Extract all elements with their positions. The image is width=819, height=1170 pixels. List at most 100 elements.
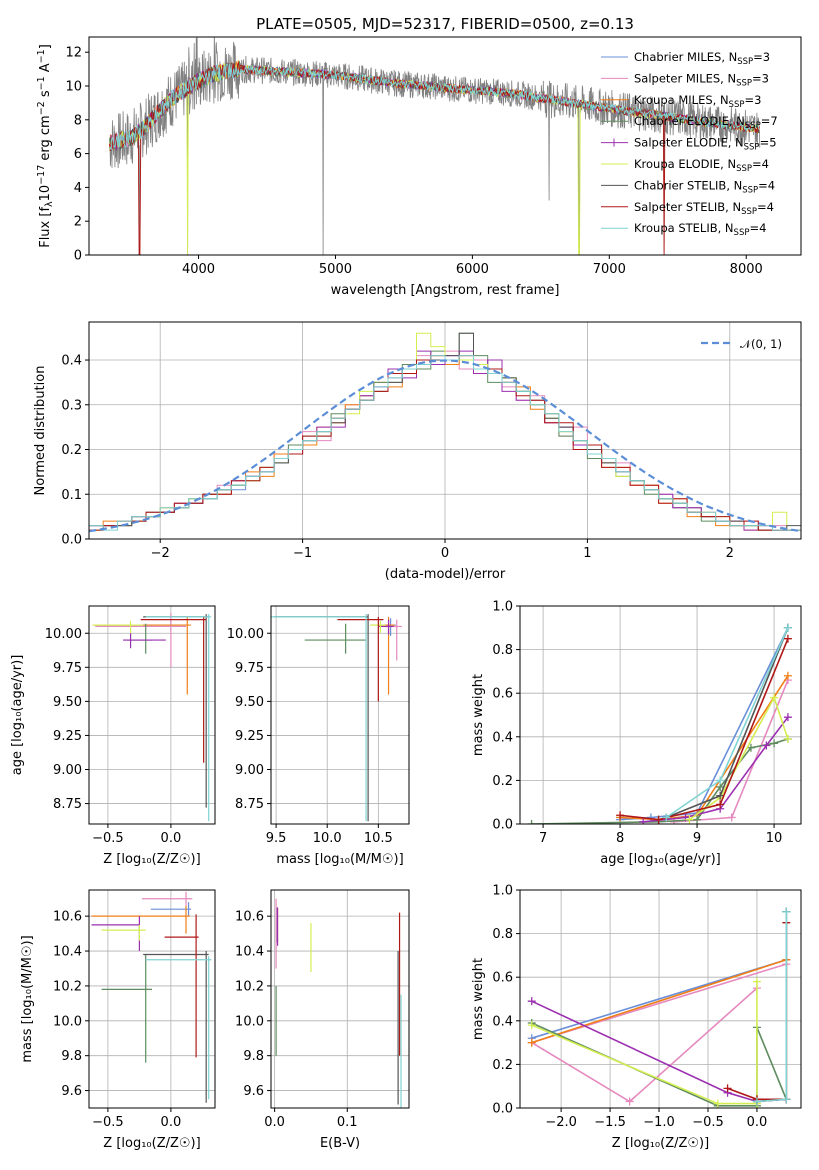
x-tick-label: 7	[539, 831, 547, 846]
x-tick-label: −0.5	[92, 1115, 124, 1130]
weight-line-5	[531, 981, 758, 1105]
panel-spectrum: 4000 5000 6000 7000 8000 0 2 4 6 8 10 12 wavelength …	[36, 36, 802, 298]
plot-area-age-vs-Z	[92, 612, 212, 822]
plot-area-residual-histogram	[89, 332, 801, 539]
y-tick-label: 0.2	[492, 774, 513, 789]
x-tick-label: 0.0	[264, 1115, 285, 1130]
y-tick-label: 0.6	[492, 687, 513, 702]
frame-mass-vs-Z	[88, 889, 216, 1109]
y-axis-label: mass weight	[471, 958, 486, 1040]
weight-point-3-2	[693, 815, 702, 824]
x-tick-label: −2	[151, 546, 170, 561]
histogram-step-8	[89, 355, 801, 539]
legend-sub: SSP	[736, 78, 752, 88]
weight-point-6-1	[716, 791, 725, 800]
legend-sub: SSP	[737, 57, 753, 67]
x-tick-label: −2.0	[545, 1115, 577, 1130]
legend-value: =4	[749, 221, 766, 235]
x-tick-label: 0	[441, 546, 449, 561]
y-tick-label: 0.8	[492, 927, 513, 942]
legend-label-0: Chabrier MILES, NSSP=3	[634, 50, 770, 67]
y-tick-label: 10.4	[235, 945, 264, 960]
y-axis-label-part: −1	[36, 49, 47, 63]
weight-point-2-3	[783, 671, 792, 680]
x-tick-label: 9.5	[266, 831, 287, 846]
x-tick-label: −0.5	[92, 831, 124, 846]
legend-value: =3	[752, 71, 769, 85]
y-tick-label: 9.6	[243, 1084, 264, 1099]
weight-point-1-1	[625, 1097, 634, 1106]
x-tick-label: −0.5	[692, 1115, 724, 1130]
x-axis-label: Z [log₁₀(Z/Z☉)]	[103, 1136, 200, 1151]
x-tick-label: 10.0	[313, 831, 342, 846]
legend-name: Kroupa STELIB, N	[634, 221, 734, 235]
frame-spectrum	[88, 36, 802, 256]
y-axis-label-part: 10	[38, 185, 53, 202]
plot-area-mass-vs-Z	[91, 891, 212, 1103]
weight-point-7-2	[716, 800, 725, 809]
y-tick-label: 10.00	[227, 627, 264, 642]
legend-value: =4	[752, 157, 769, 171]
y-axis-label-part: −17	[36, 165, 47, 185]
legend-value: =5	[760, 136, 777, 150]
x-axis-label: E(B-V)	[320, 1136, 360, 1151]
panel-mass-weight-vs-age: 7 8 9 10 0.0 0.2 0.4 0.6 0.8 1.0 age [log₁₀(age/yr…	[471, 600, 802, 867]
weight-point-3-0	[527, 820, 536, 824]
y-tick-label: 2	[74, 215, 82, 230]
weight-line-2	[620, 675, 789, 821]
x-tick-label: −1	[293, 546, 312, 561]
y-tick-label: 10.6	[53, 910, 82, 925]
y-tick-label: 10.00	[45, 627, 82, 642]
legend-sub: SSP	[729, 100, 745, 110]
weight-point-1-1	[727, 813, 736, 822]
legend-label-8: Kroupa STELIB, NSSP=4	[634, 221, 766, 238]
x-tick-label: 8000	[730, 262, 763, 277]
y-tick-label: 10.4	[53, 945, 82, 960]
weight-point-4-3	[762, 741, 771, 750]
y-tick-label: 10.0	[235, 1014, 264, 1029]
weight-point-7-1	[654, 815, 663, 824]
legend-label-2: Kroupa MILES, NSSP=3	[634, 93, 761, 110]
x-tick-label: 0.0	[161, 831, 182, 846]
weight-point-8-1	[716, 776, 725, 785]
y-axis-label: age [log₁₀(age/yr)]	[10, 655, 25, 776]
weight-line-1	[529, 963, 787, 1103]
y-tick-label: 12	[65, 46, 82, 61]
legend-name: Salpeter ELODIE, N	[634, 136, 744, 150]
legend-value: =4	[758, 178, 775, 192]
weight-point-7-3	[783, 634, 792, 643]
weight-point-8-0	[752, 1097, 761, 1106]
y-tick-label: 1.0	[492, 600, 513, 615]
y-tick-label: 0.6	[492, 971, 513, 986]
y-axis-label-part: Flux [f	[38, 207, 53, 248]
legend-label-6: Chabrier STELIB, NSSP=4	[634, 178, 775, 195]
panels-layer: 4000 5000 6000 7000 8000024681012wavelength …	[10, 36, 802, 1151]
legend-value: =7	[761, 114, 778, 128]
x-tick-label: 0.0	[161, 1115, 182, 1130]
spectrum-model-line-6	[109, 62, 760, 152]
x-tick-label: 1	[583, 546, 591, 561]
y-tick-label: 9.6	[61, 1084, 82, 1099]
y-tick-label: 0.0	[61, 533, 82, 548]
y-tick-label: 0.2	[61, 443, 82, 458]
weight-point-2-0	[527, 1038, 536, 1047]
legend-name: Kroupa ELODIE, N	[634, 157, 736, 171]
legend-gauss-label: 𝒩(0, 1)	[740, 337, 782, 351]
panel-age-vs-Z: −0.5 0.0 8.75 9.00 9.25 9.50 9.75 10.00 Z [log₁₀…	[10, 605, 216, 867]
weight-point-8-0	[662, 813, 671, 822]
panel-mass-vs-Z: −0.5 0.0 9.6 9.8 10.0 10.2 10.4 10.6 Z [log₁₀(Z/…	[20, 889, 216, 1151]
y-tick-label: 1.0	[492, 884, 513, 899]
weight-point-3-4	[746, 743, 755, 752]
weight-line-2	[531, 959, 787, 1044]
y-axis-label-part: s	[38, 90, 53, 101]
x-tick-label: −1.5	[594, 1115, 626, 1130]
y-axis-label: Normed distribution	[33, 366, 48, 496]
y-tick-label: 8.75	[53, 797, 82, 812]
x-axis-label: Z [log₁₀(Z/Z☉)]	[612, 1136, 709, 1151]
y-tick-label: 0	[74, 249, 82, 264]
x-tick-label: 9	[693, 831, 701, 846]
weight-point-8-2	[782, 907, 791, 916]
y-axis-label: mass [log₁₀(M/M☉)]	[20, 935, 35, 1062]
x-tick-label: 10.5	[364, 831, 393, 846]
y-axis-label-part: erg cm	[38, 115, 53, 164]
